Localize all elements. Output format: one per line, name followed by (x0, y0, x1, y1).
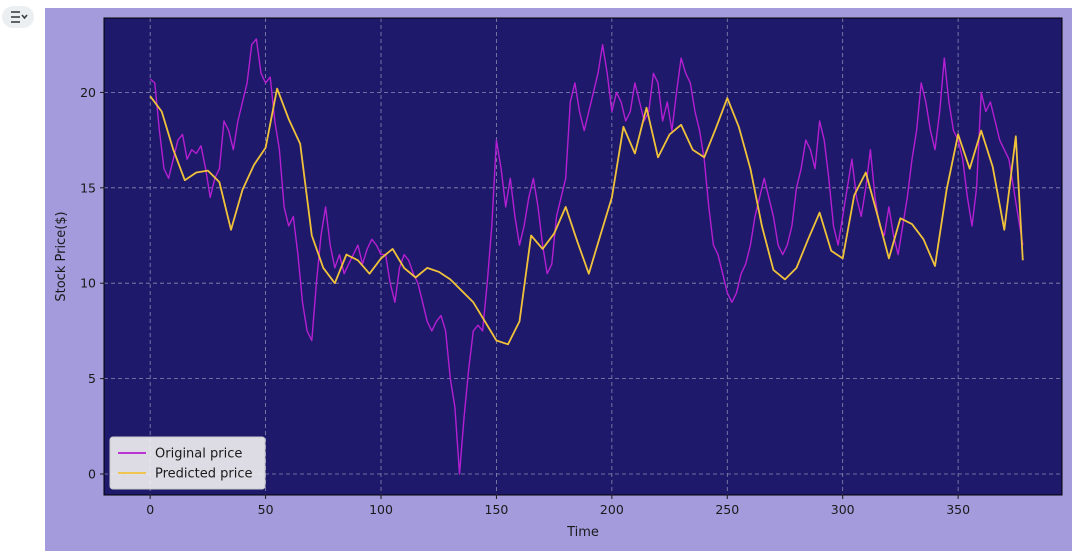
x-tick-label: 300 (831, 502, 855, 517)
x-tick-label: 50 (258, 502, 274, 517)
legend-label-original: Original price (155, 447, 242, 462)
grid-lines (104, 18, 1062, 495)
stock-price-chart: 0 50 100 150 200 250 300 350 0 5 10 15 20 Time Stock… (54, 17, 1063, 540)
chart-figure: 0 50 100 150 200 250 300 350 0 5 10 15 20 Time Stock… (45, 8, 1072, 551)
y-tick-label: 10 (80, 276, 96, 291)
x-tick-label: 350 (946, 502, 970, 517)
series-lines (149, 38, 1024, 475)
x-tick-label: 250 (715, 502, 739, 517)
x-tick-label: 100 (369, 502, 393, 517)
legend-label-predicted: Predicted price (155, 467, 253, 482)
output-toggle-button[interactable] (2, 6, 34, 28)
x-tick-label: 150 (485, 502, 509, 517)
x-axis-label: Time (566, 525, 599, 540)
legend: Original price Predicted price (109, 436, 266, 490)
x-tick-label: 0 (146, 502, 154, 517)
plot-frame (103, 17, 1063, 496)
y-tick-label: 20 (80, 85, 96, 100)
axis-ticks: 0 50 100 150 200 250 300 350 0 5 10 15 20 (80, 85, 970, 517)
y-tick-label: 5 (88, 371, 96, 386)
y-axis-label: Stock Price($) (54, 211, 69, 301)
y-tick-label: 0 (88, 467, 96, 482)
predicted-price-line (149, 87, 1024, 346)
y-tick-label: 15 (80, 180, 96, 195)
legend-box (109, 436, 266, 490)
output-collapse-icon (11, 11, 28, 23)
x-tick-label: 200 (600, 502, 624, 517)
